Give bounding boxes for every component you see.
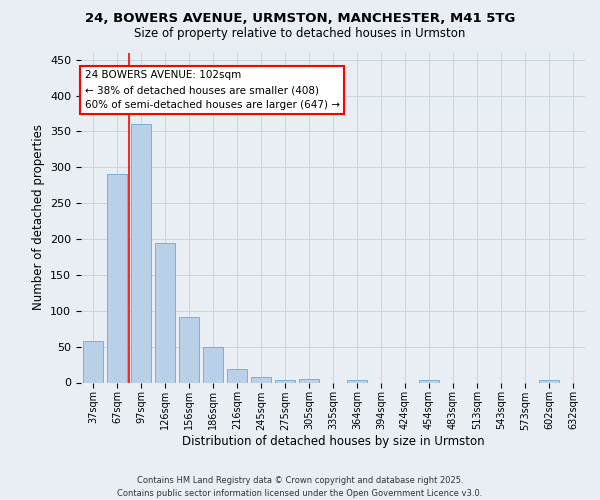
X-axis label: Distribution of detached houses by size in Urmston: Distribution of detached houses by size … xyxy=(182,435,484,448)
Bar xyxy=(203,348,223,382)
Text: 24, BOWERS AVENUE, URMSTON, MANCHESTER, M41 5TG: 24, BOWERS AVENUE, URMSTON, MANCHESTER, … xyxy=(85,12,515,26)
Text: Size of property relative to detached houses in Urmston: Size of property relative to detached ho… xyxy=(134,28,466,40)
Bar xyxy=(131,124,151,382)
Bar xyxy=(347,380,367,382)
Bar xyxy=(155,244,175,382)
Bar xyxy=(299,379,319,382)
Bar xyxy=(419,380,439,382)
Bar xyxy=(107,174,127,382)
Y-axis label: Number of detached properties: Number of detached properties xyxy=(32,124,44,310)
Bar xyxy=(251,377,271,382)
Bar xyxy=(83,341,103,382)
Bar xyxy=(179,316,199,382)
Text: Contains HM Land Registry data © Crown copyright and database right 2025.
Contai: Contains HM Land Registry data © Crown c… xyxy=(118,476,482,498)
Bar xyxy=(227,369,247,382)
Text: 24 BOWERS AVENUE: 102sqm
← 38% of detached houses are smaller (408)
60% of semi-: 24 BOWERS AVENUE: 102sqm ← 38% of detach… xyxy=(85,70,340,110)
Bar xyxy=(275,380,295,382)
Bar xyxy=(539,380,559,382)
